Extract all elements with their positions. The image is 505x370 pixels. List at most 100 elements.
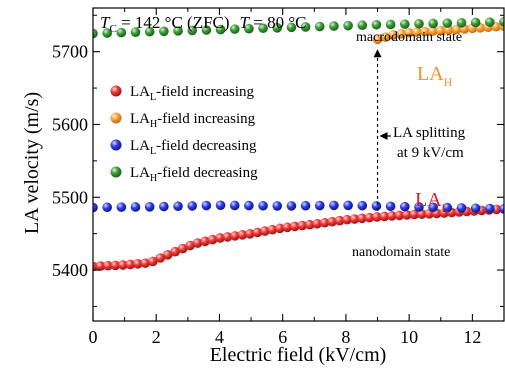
header-text: TC = 142 °C (ZFC) T = 80 °C bbox=[100, 13, 307, 35]
y-tick-label: 5400 bbox=[52, 260, 88, 280]
series-3-point bbox=[93, 28, 98, 39]
series-2-point bbox=[159, 201, 169, 212]
series-2-point bbox=[258, 200, 268, 211]
series-3-point bbox=[357, 20, 368, 31]
series-2-point bbox=[456, 203, 467, 213]
series-3-point bbox=[116, 27, 127, 38]
series-2-point bbox=[130, 202, 141, 212]
series-2-point bbox=[215, 200, 226, 211]
series-0-point bbox=[364, 212, 375, 223]
series-1-point bbox=[420, 26, 430, 37]
legend-marker bbox=[110, 166, 122, 178]
x-tick-label: 2 bbox=[152, 327, 161, 347]
series-0-point bbox=[349, 214, 360, 224]
x-tick-label: 10 bbox=[400, 327, 418, 347]
series-3-point bbox=[187, 25, 198, 36]
y-axis-label: LA velocity (m/s) bbox=[21, 92, 43, 234]
legend-marker bbox=[110, 112, 122, 124]
series-0-point bbox=[282, 222, 293, 233]
series-3-point bbox=[371, 19, 382, 30]
series-0-point bbox=[409, 209, 420, 220]
series-0-point bbox=[200, 236, 210, 247]
legend-label: LAL-field decreasing bbox=[130, 138, 257, 157]
series-3-point bbox=[456, 18, 467, 28]
series-0-point bbox=[387, 211, 397, 221]
lal-label: LAL bbox=[415, 189, 449, 215]
series-3-point bbox=[442, 18, 453, 28]
series-3-point bbox=[159, 26, 169, 37]
series-2-point bbox=[428, 202, 438, 213]
series-3-point bbox=[244, 23, 254, 34]
x-tick-label: 0 bbox=[89, 327, 98, 347]
series-0-point bbox=[103, 260, 113, 271]
y-tick-label: 5700 bbox=[52, 42, 88, 62]
series-3-point bbox=[399, 19, 410, 29]
series-3-point bbox=[485, 17, 495, 27]
series-3-point bbox=[201, 25, 212, 35]
x-tick-label: 6 bbox=[278, 327, 287, 347]
splitting-arrow bbox=[373, 49, 391, 211]
splitting-label-line2: at 9 kV/cm bbox=[397, 145, 464, 161]
series-2-point bbox=[343, 200, 353, 211]
macrodomain-label: macrodomain state bbox=[356, 30, 462, 45]
series-2-point bbox=[499, 204, 504, 214]
series-2-point bbox=[385, 201, 396, 212]
series-2-point bbox=[399, 201, 410, 212]
series-1-point bbox=[372, 34, 383, 45]
series-3-point bbox=[229, 24, 240, 34]
lah-label: LAH bbox=[417, 63, 453, 89]
series-0-point bbox=[147, 256, 158, 267]
series-2-point bbox=[470, 203, 481, 214]
series-3-point bbox=[385, 19, 396, 30]
series-2-point bbox=[329, 200, 339, 211]
series-3-point bbox=[130, 27, 141, 37]
series-1-point bbox=[396, 29, 407, 39]
series-0-point bbox=[155, 253, 166, 263]
series-0-point bbox=[417, 209, 427, 219]
series-0-point bbox=[342, 214, 352, 225]
x-tick-label: 8 bbox=[341, 327, 350, 347]
series-3-point bbox=[286, 22, 297, 33]
series-3-point bbox=[144, 26, 155, 37]
series-3-point bbox=[272, 23, 283, 33]
x-tick-label: 12 bbox=[463, 327, 481, 347]
series-2-point bbox=[314, 200, 325, 211]
series-0-point bbox=[379, 211, 390, 222]
plot-frame bbox=[92, 7, 505, 322]
series-0-point bbox=[304, 219, 315, 230]
legend-marker bbox=[110, 139, 122, 151]
series-2-point bbox=[144, 201, 155, 212]
series-2-point bbox=[244, 200, 254, 211]
series-0-point bbox=[275, 223, 285, 234]
series-3-point bbox=[215, 24, 226, 35]
series-0-point bbox=[95, 261, 106, 271]
series-0-point bbox=[222, 232, 233, 242]
legend: LAL-field increasing LAH-field increasing… bbox=[110, 84, 258, 184]
series-2-point bbox=[229, 200, 240, 211]
series-3-point bbox=[428, 18, 438, 29]
series-0-point bbox=[327, 216, 337, 227]
y-tick-label: 5500 bbox=[52, 187, 88, 207]
splitting-label-line1: LA splitting bbox=[393, 125, 466, 141]
series-0-point bbox=[319, 217, 330, 228]
series-3-point bbox=[414, 18, 424, 29]
nanodomain-label: nanodomain state bbox=[352, 245, 450, 260]
series-0-point bbox=[177, 243, 188, 254]
legend-label: LAH-field decreasing bbox=[130, 165, 258, 184]
series-3-point bbox=[173, 26, 183, 36]
axis-ticks: 0 2 4 6 8 10 12 5400 5500 5600 5700 bbox=[52, 8, 504, 347]
series-0-point bbox=[185, 240, 195, 251]
series-1-point bbox=[412, 27, 422, 38]
series-3-point bbox=[470, 17, 481, 28]
series-0-point bbox=[245, 229, 255, 239]
series-0-point bbox=[372, 212, 382, 222]
series-0-point bbox=[394, 210, 405, 221]
series-1-point bbox=[404, 27, 414, 38]
series-0-point bbox=[357, 213, 367, 224]
legend-label: LAH-field increasing bbox=[130, 111, 256, 130]
series-3-point bbox=[329, 21, 339, 31]
series-2-point bbox=[442, 202, 453, 213]
series-0-point bbox=[207, 234, 218, 245]
series-3-point bbox=[102, 28, 112, 38]
series-0-point bbox=[267, 224, 278, 235]
